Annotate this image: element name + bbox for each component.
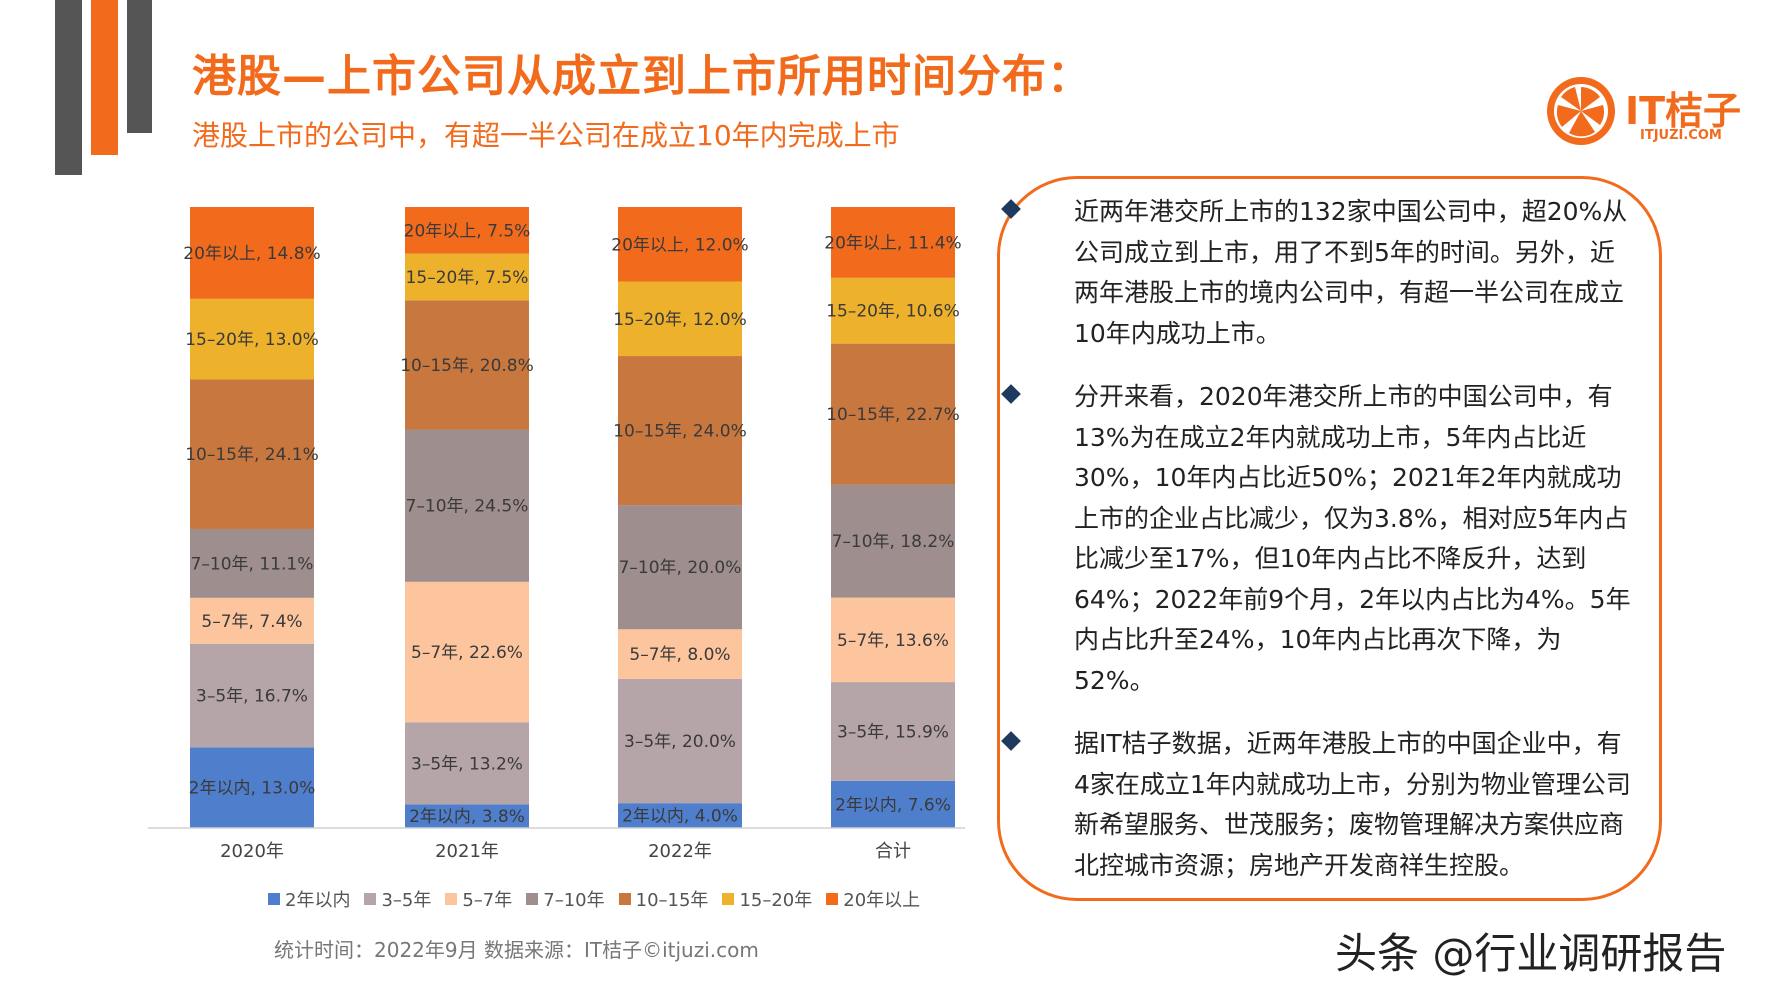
data-label: 3–5年, 13.2% [411,754,523,774]
summary-box [997,176,1662,901]
legend-swatch [526,893,539,905]
page-title: 港股—上市公司从成立到上市所用时间分布： [192,51,1092,102]
logo-brand: IT桔子 [1625,89,1742,133]
bar-segment [831,682,955,781]
note-3: 据IT桔子数据，近两年港股上市的中国企业中，有4家在成立1年内就成功上市，分别为… [1001,724,1632,886]
data-label: 2年以内, 7.6% [835,795,951,815]
bar-segment [190,528,314,598]
data-label: 5–7年, 13.6% [837,631,949,651]
bar-segment [405,253,529,301]
data-label: 3–5年, 15.9% [837,722,949,742]
note-1: 近两年港交所上市的132家中国公司中，超20%从公司成立到上市，用了不到5年的时… [1001,192,1632,354]
legend-swatch [364,893,377,905]
data-label: 15–20年, 10.6% [826,302,960,322]
data-label: 7–10年, 18.2% [832,532,955,552]
bar-segment [831,484,955,598]
data-label: 20年以上, 7.5% [404,221,531,241]
bar-segment [405,804,529,828]
x-tick-label: 2020年 [220,841,284,862]
legend-label: 3–5年 [381,890,432,911]
data-label: 3–5年, 20.0% [624,732,736,752]
legend-label: 10–15年 [635,890,709,911]
bar-segment [190,379,314,529]
legend-label: 7–10年 [543,890,605,911]
legend-swatch [722,893,735,905]
bar-segment [405,722,529,805]
legend-swatch [618,893,631,905]
bar-segment [831,343,955,485]
page-subtitle: 港股上市的公司中，有超一半公司在成立10年内完成上市 [192,119,900,152]
bar-segment [405,581,529,723]
bar-segment [618,281,742,357]
data-label: 2年以内, 3.8% [409,807,525,827]
data-label: 15–20年, 12.0% [613,310,747,330]
data-label: 20年以上, 11.4% [824,233,961,253]
itjuzi-logo [1547,77,1615,145]
x-tick-label: 合计 [875,841,911,862]
data-label: 15–20年, 7.5% [406,268,529,288]
x-tick-label: 2022年 [648,841,712,862]
chart-legend: 2年以内 3–5年 5–7年 7–10年 10–15年 15–20年 20年以上 [268,886,920,912]
x-tick-label: 2021年 [435,841,499,862]
legend-label: 5–7年 [462,890,513,911]
source-note: 统计时间：2022年9月 数据来源：IT桔子©itjuzi.com [274,938,759,962]
bar-segment [190,747,314,828]
bar-segment [831,597,955,683]
data-label: 7–10年, 24.5% [406,497,529,517]
data-label: 7–10年, 11.1% [191,554,314,574]
bar-segment [831,207,955,278]
legend-item: 3–5年 [364,886,431,912]
logo-url: ITJUZI.COM [1640,128,1722,143]
legend-swatch [826,893,839,905]
data-label: 10–15年, 20.8% [400,356,534,376]
bar-segment [618,505,742,630]
legend-item: 10–15年 [618,886,709,912]
data-label: 2年以内, 13.0% [189,779,316,799]
data-label: 2年以内, 4.0% [622,807,738,827]
data-label: 20年以上, 12.0% [611,235,748,255]
bar-segment [405,429,529,582]
legend-label: 2年以内 [285,890,351,911]
data-label: 5–7年, 7.4% [201,612,302,632]
legend-item: 2年以内 [268,886,350,912]
orange-slice-icon [1547,77,1615,145]
decor-bar-orange [91,0,118,155]
decor-bar-gray-1 [55,0,82,175]
data-label: 5–7年, 22.6% [411,643,523,663]
legend-swatch [268,893,280,905]
legend-label: 20年以上 [843,890,921,911]
bar-segment [405,300,529,430]
note-2: 分开来看，2020年港交所上市的中国公司中，有13%为在成立2年内就成功上市，5… [1001,377,1632,701]
data-label: 10–15年, 24.0% [613,422,747,442]
bar-segment [190,643,314,748]
bar-segment [190,207,314,299]
legend-label: 15–20年 [739,890,813,911]
legend-swatch [445,893,458,905]
data-label: 10–15年, 22.7% [826,405,960,425]
bar-segment [190,298,314,380]
data-label: 15–20年, 13.0% [185,330,319,350]
decor-bar-gray-2 [127,0,152,133]
data-label: 5–7年, 8.0% [629,645,730,665]
data-label: 10–15年, 24.1% [185,445,319,465]
bar-segment [618,629,742,679]
watermark: 头条 @行业调研报告 [1335,929,1727,978]
bar-segment [831,277,955,344]
legend-item: 15–20年 [722,886,812,912]
data-label: 7–10年, 20.0% [619,558,742,578]
bar-segment [618,803,742,828]
legend-item: 5–7年 [445,886,512,912]
legend-item: 7–10年 [526,886,605,912]
data-label: 20年以上, 14.8% [183,244,320,264]
bar-segment [618,207,742,282]
bar-segment [618,356,742,506]
legend-item: 20年以上 [826,886,920,912]
bar-segment [831,780,955,828]
bar-segment [618,678,742,804]
data-label: 3–5年, 16.7% [196,687,308,707]
bar-segment [405,207,529,254]
bar-segment [190,597,314,644]
